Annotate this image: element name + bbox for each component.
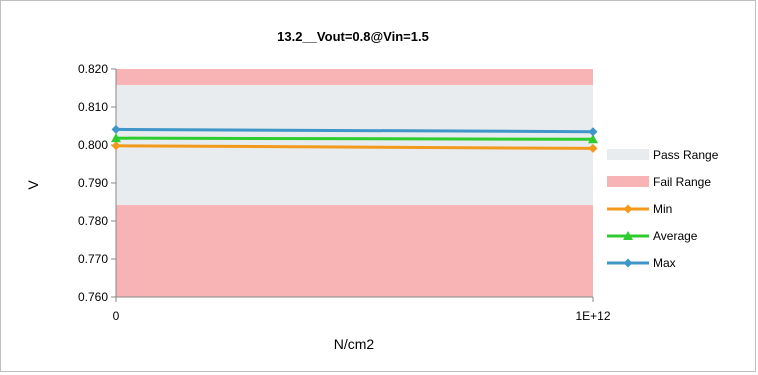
y-tick-label: 0.770 — [78, 252, 108, 266]
legend-marker — [623, 258, 633, 268]
legend-item-max: Max — [607, 256, 676, 270]
series-max — [111, 124, 598, 137]
chart-title: 13.2__Vout=0.8@Vin=1.5 — [277, 29, 429, 44]
y-tick-label: 0.810 — [78, 100, 108, 114]
y-tick-label: 0.780 — [78, 214, 108, 228]
point-max — [588, 127, 598, 137]
legend-item-pass-range: Pass Range — [607, 148, 719, 162]
legend-swatch — [607, 149, 649, 160]
x-axis-label: N/cm2 — [334, 336, 375, 352]
legend-item-average: Average — [607, 229, 698, 243]
x-tick-label: 0 — [113, 309, 120, 323]
band-fail-range-0 — [116, 205, 593, 297]
y-tick-label: 0.800 — [78, 138, 108, 152]
point-max — [111, 124, 121, 134]
legend-label: Max — [653, 256, 676, 270]
tick-labels: 0.760 0.770 0.780 0.790 0.800 0.810 0.820 0 1E+1… — [78, 62, 611, 323]
legend-marker — [623, 204, 633, 214]
legend-label: Pass Range — [653, 148, 719, 162]
band-fail-range-1 — [116, 69, 593, 85]
point-average — [588, 134, 598, 144]
legend-marker — [623, 231, 633, 240]
legend-item-min: Min — [607, 202, 672, 216]
series-line-average — [115, 136, 594, 141]
series-layer — [111, 124, 598, 153]
legend-label: Average — [653, 229, 698, 243]
legend-label: Fail Range — [653, 175, 711, 189]
point-min — [111, 141, 121, 151]
legend-swatch — [607, 176, 649, 187]
series-line-min — [115, 144, 594, 150]
legend: Pass Range Fail Range Min Average Max — [607, 148, 719, 270]
point-average — [111, 133, 121, 143]
point-min — [588, 143, 598, 153]
series-average — [111, 133, 598, 144]
legend-item-fail-range: Fail Range — [607, 175, 711, 189]
series-min — [111, 141, 598, 153]
x-tick-label: 1E+12 — [575, 309, 610, 323]
y-tick-label: 0.820 — [78, 62, 108, 76]
axes — [111, 68, 594, 302]
legend-label: Min — [653, 202, 672, 216]
y-tick-label: 0.790 — [78, 176, 108, 190]
y-tick-label: 0.760 — [78, 290, 108, 304]
series-line-max — [115, 127, 594, 134]
plot-area — [116, 69, 593, 297]
y-axis-label: V — [25, 180, 41, 190]
